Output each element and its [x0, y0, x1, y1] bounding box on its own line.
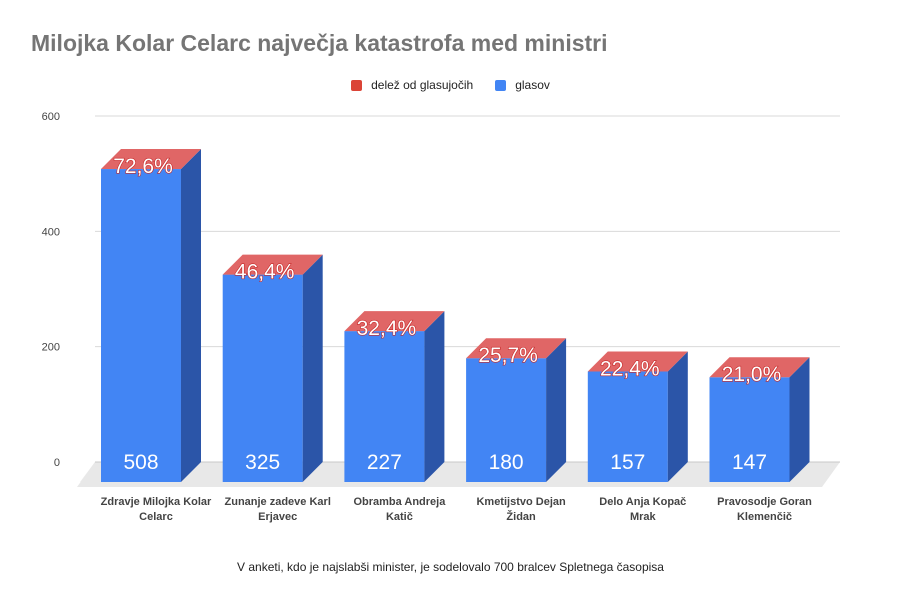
x-category-label: Celarc — [139, 511, 173, 523]
bar-delez-cap — [466, 338, 567, 359]
bar-glasov-side — [302, 254, 323, 482]
y-tick-label: 600 — [42, 111, 60, 123]
y-tick-label: 0 — [54, 457, 60, 469]
bar-glasov — [587, 371, 668, 482]
x-category-label: Pravosodje Goran — [717, 496, 812, 508]
legend-item-glasov[interactable]: glasov — [495, 78, 550, 92]
legend-label-delez: delež od glasujočih — [371, 78, 474, 92]
x-category-label: Delo Anja Kopač — [599, 496, 686, 508]
bar-delez-cap — [709, 357, 810, 378]
x-category-label: Zdravje Milojka Kolar — [101, 496, 212, 508]
y-tick-label: 200 — [42, 342, 60, 354]
bar-glasov — [222, 274, 303, 482]
bar-glasov — [466, 358, 547, 482]
data-label-glasov: 325 — [245, 451, 280, 474]
legend-label-glasov: glasov — [515, 78, 550, 92]
bar-glasov — [101, 169, 181, 482]
data-label-glasov: 227 — [367, 451, 402, 474]
chart-title: Milojka Kolar Celarc največja katastrofa… — [31, 30, 608, 56]
data-label-glasov: 180 — [489, 451, 524, 474]
data-label-delez: 46,4% — [235, 261, 295, 284]
legend-item-delez[interactable]: delež od glasujočih — [351, 78, 473, 92]
data-label-delez: 32,4% — [357, 317, 417, 340]
bar-glasov-side — [789, 357, 810, 482]
bar-glasov-side — [667, 351, 688, 482]
data-label-delez: 25,7% — [478, 344, 538, 367]
bar-glasov — [709, 377, 790, 482]
data-label-delez: 22,4% — [600, 357, 660, 380]
data-label-delez: 21,0% — [722, 363, 782, 386]
x-category-label: Klemenčič — [737, 511, 792, 523]
x-category-label: Zunanje zadeve Karl — [225, 496, 331, 508]
data-label-glasov: 157 — [610, 451, 645, 474]
x-category-label: Židan — [506, 510, 536, 523]
bar-glasov-side — [181, 149, 201, 482]
bar-glasov-side — [546, 338, 567, 482]
data-label-delez: 72,6% — [113, 155, 173, 178]
x-category-label: Obramba Andreja — [353, 496, 446, 508]
x-category-label: Kmetijstvo Dejan — [476, 496, 566, 508]
x-category-label: Katič — [386, 511, 413, 523]
legend: delež od glasujočih glasov — [0, 78, 901, 92]
bar-glasov-side — [424, 311, 445, 482]
data-label-glasov: 508 — [123, 451, 158, 474]
bar-delez-cap — [344, 311, 445, 332]
data-label-glasov: 147 — [732, 451, 767, 474]
x-category-label: Mrak — [630, 511, 657, 523]
legend-swatch-delez — [351, 79, 363, 91]
bar-glasov — [344, 331, 425, 482]
y-tick-label: 400 — [42, 226, 60, 238]
footnote: V anketi, kdo je najslabši minister, je … — [237, 560, 664, 574]
legend-swatch-glasov — [495, 79, 507, 91]
bar-delez-cap — [101, 149, 201, 170]
bar-delez-cap — [222, 254, 323, 275]
x-category-label: Erjavec — [258, 511, 297, 523]
bar-delez-cap — [587, 351, 688, 372]
